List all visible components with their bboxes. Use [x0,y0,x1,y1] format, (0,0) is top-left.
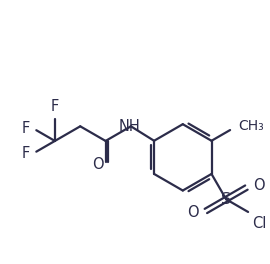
Text: S: S [221,192,231,207]
Text: O: O [187,205,199,220]
Text: F: F [21,146,29,161]
Text: O: O [253,178,265,193]
Text: Cl: Cl [252,216,266,231]
Text: O: O [92,157,104,172]
Text: F: F [51,99,59,114]
Text: NH: NH [119,119,141,134]
Text: CH₃: CH₃ [238,119,264,133]
Text: F: F [21,121,29,136]
